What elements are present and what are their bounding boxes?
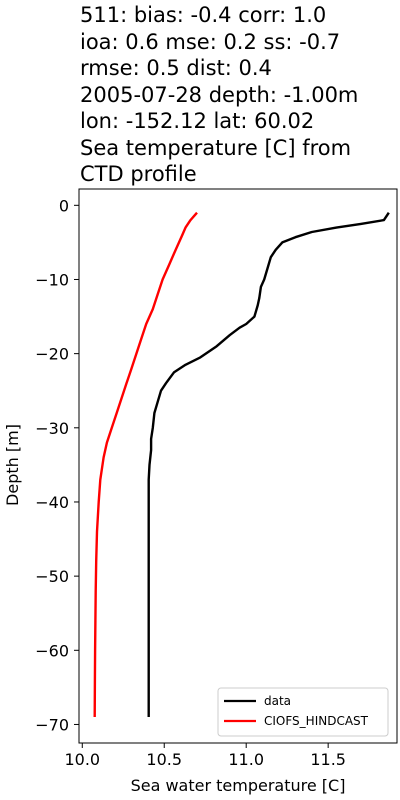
- series-layer: [93, 211, 390, 718]
- y-tick-label: −20: [35, 345, 69, 364]
- title-line: 511: bias: -0.4 corr: 1.0: [80, 3, 326, 27]
- x-tick-label: 10.5: [146, 750, 182, 769]
- y-tick-label: −70: [35, 715, 69, 734]
- x-tick-label: 11.5: [310, 750, 346, 769]
- legend-label-data: data: [264, 694, 291, 708]
- y-tick-label: −10: [35, 270, 69, 289]
- legend-box: [217, 687, 389, 737]
- legend-label-ciofs-hindcast: CIOFS_HINDCAST: [264, 714, 369, 728]
- x-axis-label: Sea water temperature [C]: [131, 776, 346, 795]
- plot-area: [78, 188, 398, 744]
- title-line: rmse: 0.5 dist: 0.4: [80, 56, 272, 80]
- x-tick-label: 11.0: [228, 750, 264, 769]
- y-axis: 0 −10 −20 −30 −40 −50 −60 −70: [35, 196, 79, 734]
- series-line-ciofs-hindcast: [93, 211, 198, 718]
- title-line: CTD profile: [80, 162, 197, 186]
- x-tick-label: 10.0: [64, 750, 100, 769]
- chart-title: 511: bias: -0.4 corr: 1.0 ioa: 0.6 mse: …: [80, 3, 358, 186]
- title-line: lon: -152.12 lat: 60.02: [80, 109, 314, 133]
- title-line: 2005-07-28 depth: -1.00m: [80, 83, 358, 107]
- plot-frame: [78, 188, 398, 744]
- y-tick-label: −60: [35, 641, 69, 660]
- y-axis-label: Depth [m]: [3, 424, 22, 506]
- x-axis: 10.0 10.5 11.0 11.5: [64, 743, 346, 769]
- legend: data CIOFS_HINDCAST: [217, 687, 389, 737]
- series-line-data: [147, 212, 390, 717]
- title-line: Sea temperature [C] from: [80, 136, 351, 160]
- title-line: ioa: 0.6 mse: 0.2 ss: -0.7: [80, 30, 340, 54]
- y-tick-label: −30: [35, 419, 69, 438]
- y-tick-label: −40: [35, 493, 69, 512]
- y-tick-label: 0: [59, 196, 69, 215]
- y-tick-label: −50: [35, 567, 69, 586]
